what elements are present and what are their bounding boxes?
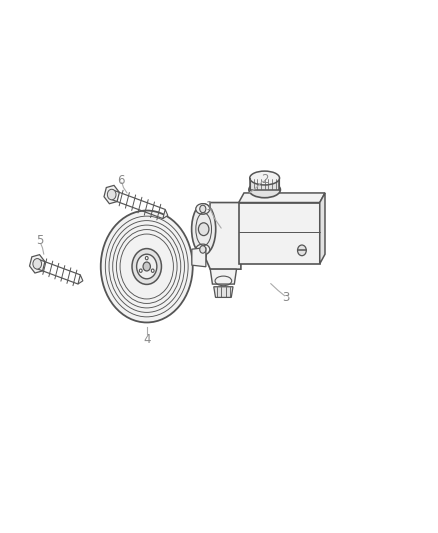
Ellipse shape <box>196 244 210 255</box>
Circle shape <box>151 269 154 272</box>
Circle shape <box>143 262 150 271</box>
Ellipse shape <box>192 204 215 255</box>
Circle shape <box>297 245 306 256</box>
Polygon shape <box>320 193 325 264</box>
Text: 4: 4 <box>143 333 151 346</box>
Text: 5: 5 <box>36 235 43 247</box>
Text: 1: 1 <box>205 200 213 213</box>
Polygon shape <box>163 209 168 219</box>
Text: 3: 3 <box>283 292 290 304</box>
Polygon shape <box>29 255 45 273</box>
Polygon shape <box>192 247 206 266</box>
Circle shape <box>33 259 42 269</box>
Circle shape <box>101 211 193 322</box>
Polygon shape <box>214 287 233 297</box>
Bar <box>239 203 320 264</box>
Polygon shape <box>78 275 83 284</box>
Polygon shape <box>239 193 325 203</box>
Polygon shape <box>210 269 237 284</box>
Circle shape <box>145 256 148 260</box>
Polygon shape <box>206 203 241 269</box>
Ellipse shape <box>249 182 280 198</box>
Ellipse shape <box>250 171 279 185</box>
Text: 6: 6 <box>117 174 125 187</box>
Text: 2: 2 <box>261 173 268 186</box>
Circle shape <box>200 246 206 253</box>
Circle shape <box>198 223 209 236</box>
Polygon shape <box>104 185 120 204</box>
Polygon shape <box>250 178 279 190</box>
Circle shape <box>200 205 206 213</box>
Circle shape <box>137 254 157 279</box>
Circle shape <box>139 269 142 272</box>
Circle shape <box>107 189 116 200</box>
Circle shape <box>132 248 162 285</box>
Ellipse shape <box>196 204 210 214</box>
